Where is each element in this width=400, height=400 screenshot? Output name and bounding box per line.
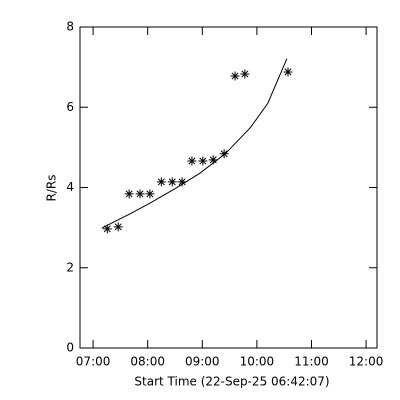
x-tick-label: 12:00 [349,355,384,369]
asterisk-point [283,67,293,77]
x-tick-label: 09:00 [185,355,220,369]
asterisk-point [177,177,187,187]
x-tick-label: 10:00 [240,355,275,369]
asterisk-point [145,189,155,199]
x-axis-label: Start Time (22-Sep-25 06:42:07) [134,375,329,389]
asterisk-point [135,189,145,199]
fit-line [101,58,288,229]
asterisk-point [156,177,166,187]
asterisk-point [102,224,112,234]
y-tick-label: 8 [66,20,74,34]
asterisk-point [208,155,218,165]
y-tick-label: 4 [66,180,74,194]
x-tick-label: 07:00 [76,355,111,369]
x-tick-label: 11:00 [294,355,329,369]
asterisk-point [219,149,229,159]
asterisk-point [230,71,240,81]
asterisk-point [167,177,177,187]
asterisk-point [124,189,134,199]
plot-frame [79,26,378,349]
asterisk-point [113,222,123,232]
y-tick-label: 0 [66,341,74,355]
y-tick-label: 6 [66,100,74,114]
y-tick-label: 2 [66,260,74,274]
asterisk-point [187,156,197,166]
asterisk-point [240,69,250,79]
y-axis-label: R/Rs [45,175,59,202]
x-tick-label: 08:00 [130,355,165,369]
asterisk-point [198,156,208,166]
